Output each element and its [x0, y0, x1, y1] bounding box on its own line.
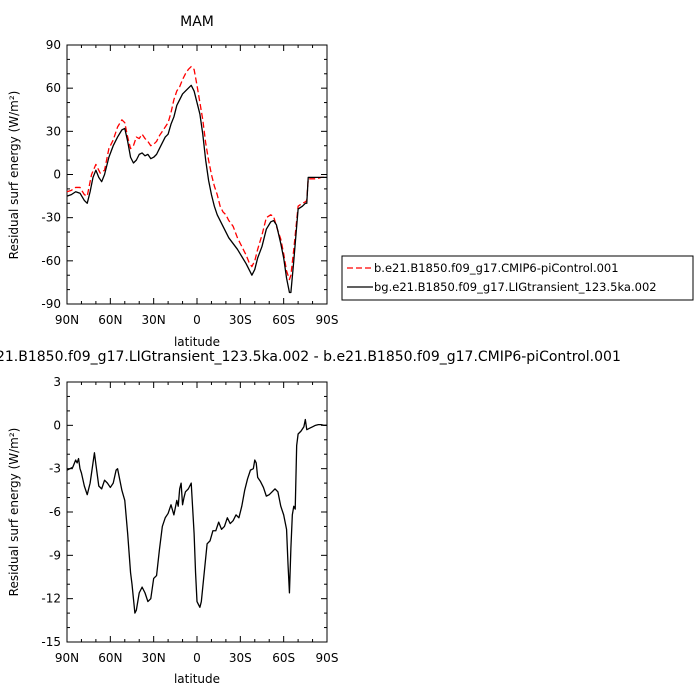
top-series-line-1 — [66, 65, 327, 281]
bottom-x-tick-label: 30S — [229, 651, 252, 665]
top-x-axis: 90N 60N 30N 0 30S 60S 90S — [55, 45, 339, 327]
bottom-x-axis: 90N 60N 30N 0 30S 60S 90S — [55, 382, 339, 665]
top-y-axis: 90 60 30 0 -30 -60 -90 — [41, 38, 327, 311]
top-y-tick-label: 60 — [46, 81, 61, 95]
bottom-x-tick-label: 60N — [98, 651, 122, 665]
bottom-x-tick-label: 0 — [193, 651, 201, 665]
top-x-tick-label: 60S — [272, 313, 295, 327]
top-x-tick-label: 30S — [229, 313, 252, 327]
bottom-y-axis-label: Residual surf energy (W/m²) — [7, 428, 21, 597]
top-y-tick-label: -30 — [41, 211, 61, 225]
top-y-tick-label: 30 — [46, 124, 61, 138]
bottom-x-tick-label: 60S — [272, 651, 295, 665]
top-x-tick-label: 90S — [316, 313, 339, 327]
top-x-tick-label: 30N — [142, 313, 166, 327]
top-y-axis-label: Residual surf energy (W/m²) — [7, 91, 21, 260]
bottom-y-tick-label: -6 — [49, 505, 61, 519]
top-y-tick-label: -60 — [41, 254, 61, 268]
top-y-tick-label: 90 — [46, 38, 61, 52]
bottom-y-tick-label: 3 — [53, 375, 61, 389]
bottom-x-tick-label: 30N — [142, 651, 166, 665]
top-x-tick-label: 90N — [55, 313, 79, 327]
bottom-series-line-1 — [66, 418, 327, 614]
top-panel: MAM 90 60 30 0 -30 -60 -90 90N 60N 30N 0 30S 60S 90S… — [7, 14, 338, 349]
top-x-tick-label: 60N — [98, 313, 122, 327]
legend-label-series-2: bg.e21.B1850.f09_g17.LIGtransient_123.5k… — [374, 280, 657, 294]
top-series-line-2 — [66, 84, 327, 294]
top-x-axis-label: latitude — [174, 335, 220, 349]
bottom-chart-title: bg.e21.B1850.f09_g17.LIGtransient_123.5k… — [0, 349, 621, 365]
top-series-group — [66, 65, 327, 294]
bottom-series-group — [66, 418, 327, 614]
legend-box — [341, 255, 694, 301]
legend: b.e21.B1850.f09_g17.CMIP6-piControl.001 … — [341, 255, 694, 301]
bottom-x-tick-label: 90S — [316, 651, 339, 665]
bottom-y-tick-label: -15 — [41, 635, 61, 649]
bottom-panel: bg.e21.B1850.f09_g17.LIGtransient_123.5k… — [0, 349, 621, 686]
top-y-tick-label: -90 — [41, 297, 61, 311]
bottom-y-tick-label: -12 — [41, 592, 61, 606]
bottom-x-axis-label: latitude — [174, 672, 220, 686]
bottom-y-tick-label: -3 — [49, 462, 61, 476]
top-chart-title: MAM — [180, 14, 214, 30]
top-x-tick-label: 0 — [193, 313, 201, 327]
bottom-y-tick-label: 0 — [53, 418, 61, 432]
top-plot-frame — [66, 44, 328, 305]
legend-label-series-1: b.e21.B1850.f09_g17.CMIP6-piControl.001 — [374, 261, 619, 275]
bottom-x-tick-label: 90N — [55, 651, 79, 665]
top-y-tick-label: 0 — [53, 168, 61, 182]
bottom-y-axis: 3 0 -3 -6 -9 -12 -15 — [41, 375, 327, 649]
bottom-y-tick-label: -9 — [49, 548, 61, 562]
